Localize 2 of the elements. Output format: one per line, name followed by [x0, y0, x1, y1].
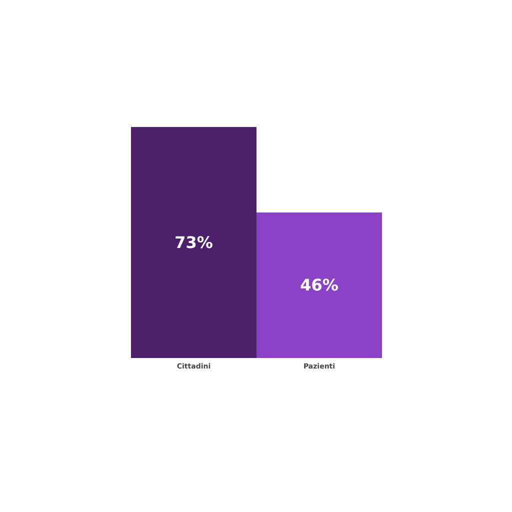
data-label: 46% [300, 276, 338, 295]
data-label: 73% [174, 233, 213, 252]
